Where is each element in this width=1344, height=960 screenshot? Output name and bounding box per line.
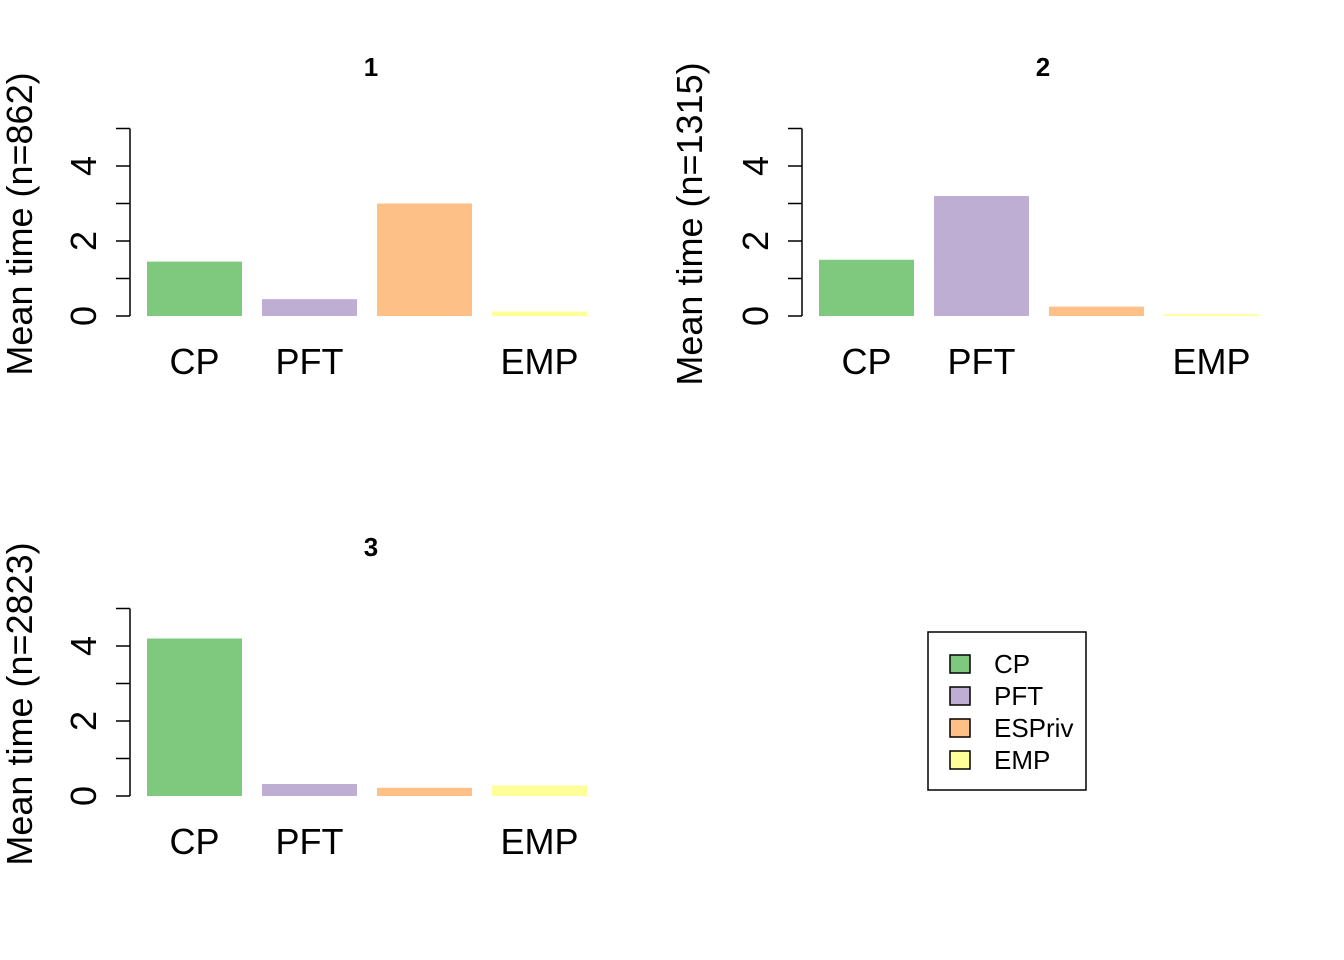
x-category-label: EMP — [500, 341, 578, 382]
bar-cp — [147, 261, 242, 316]
y-axis-label: Mean time (n=2823) — [0, 542, 40, 865]
y-tick-label: 2 — [735, 231, 776, 251]
legend-swatch-espriv — [949, 718, 971, 738]
bar-cp — [819, 259, 914, 316]
category-labels: CP PFT EMP — [169, 341, 578, 382]
y-tick-label: 4 — [63, 636, 104, 656]
y-tick-label: 0 — [63, 786, 104, 806]
bars — [147, 203, 587, 316]
bar-pft — [934, 196, 1029, 316]
bar-pft — [262, 299, 357, 316]
category-labels: CP PFT EMP — [841, 341, 1250, 382]
y-axis-label: Mean time (n=1315) — [669, 62, 710, 385]
bar-emp — [1164, 314, 1259, 316]
x-category-label: CP — [169, 821, 219, 862]
category-labels: CP PFT EMP — [169, 821, 578, 862]
x-category-label: PFT — [276, 821, 344, 862]
y-axis: 0 2 4 — [63, 607, 131, 806]
bar-espriv — [1049, 306, 1144, 316]
legend-swatch-pft — [949, 686, 971, 706]
panel-1: 1 Mean time (n=862) 0 2 4 CP PFT EMP — [0, 52, 587, 382]
y-axis-label: Mean time (n=862) — [0, 72, 40, 375]
panel-title: 1 — [364, 52, 378, 82]
bar-pft — [262, 784, 357, 796]
x-category-label: CP — [169, 341, 219, 382]
bar-espriv — [377, 787, 472, 796]
bar-cp — [147, 638, 242, 796]
legend-label-pft: PFT — [994, 681, 1043, 711]
x-category-label: EMP — [1172, 341, 1250, 382]
y-tick-label: 4 — [735, 156, 776, 176]
panel-3: 3 Mean time (n=2823) 0 2 4 CP PFT EMP — [0, 532, 587, 866]
legend-label-emp: EMP — [994, 745, 1050, 775]
legend-label-cp: CP — [994, 649, 1030, 679]
y-tick-label: 4 — [63, 156, 104, 176]
x-category-label: EMP — [500, 821, 578, 862]
y-tick-label: 0 — [735, 306, 776, 326]
bars — [147, 638, 587, 796]
y-tick-label: 2 — [63, 231, 104, 251]
legend-label-espriv: ESPriv — [994, 713, 1073, 743]
bars — [819, 196, 1259, 316]
x-category-label: PFT — [276, 341, 344, 382]
y-axis: 0 2 4 — [63, 127, 131, 326]
y-tick-label: 0 — [63, 306, 104, 326]
x-category-label: CP — [841, 341, 891, 382]
legend-swatch-emp — [949, 750, 971, 770]
y-tick-label: 2 — [63, 711, 104, 731]
panel-title: 3 — [364, 532, 378, 562]
x-category-label: PFT — [948, 341, 1016, 382]
y-axis: 0 2 4 — [735, 127, 803, 326]
bar-espriv — [377, 203, 472, 316]
panel-title: 2 — [1036, 52, 1050, 82]
legend-swatch-cp — [949, 654, 971, 674]
bar-emp — [492, 785, 587, 796]
panel-2: 2 Mean time (n=1315) 0 2 4 CP PFT EMP — [669, 52, 1259, 386]
bar-emp — [492, 311, 587, 316]
